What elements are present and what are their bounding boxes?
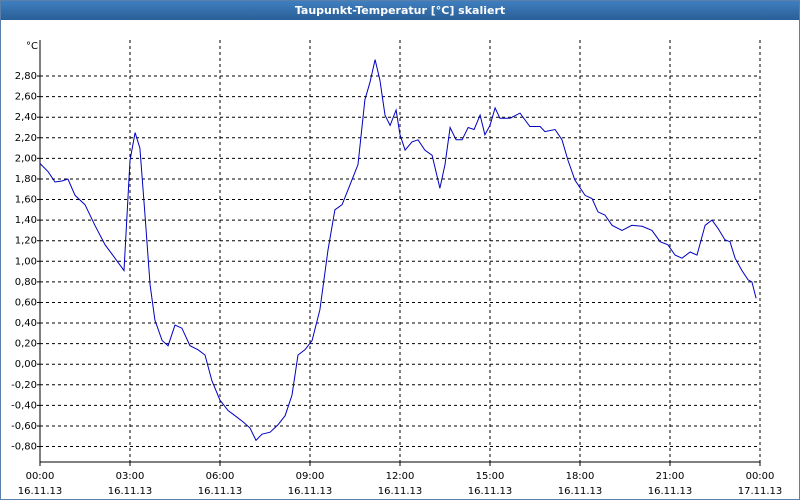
y-tick-label: -0,80	[11, 442, 37, 453]
y-tick-label: 0,60	[15, 297, 37, 308]
y-tick-label: 1,00	[15, 256, 37, 267]
x-tick-label: 21:00	[656, 471, 685, 482]
y-tick-label: 1,20	[15, 236, 37, 247]
y-tick-label: 1,60	[15, 195, 37, 206]
y-tick-label: 0,20	[15, 339, 37, 350]
y-tick-label: 2,00	[15, 153, 37, 164]
y-tick-label: -0,20	[11, 380, 37, 391]
x-tick-date: 16.11.13	[18, 486, 63, 497]
x-tick-date: 16.11.13	[468, 486, 513, 497]
x-tick-date: 16.11.13	[108, 486, 153, 497]
x-tick-label: 00:00	[26, 471, 55, 482]
y-tick-label: 2,60	[15, 92, 37, 103]
x-tick-date: 16.11.13	[378, 486, 423, 497]
y-tick-label: 0,00	[15, 359, 37, 370]
y-tick-label: 1,40	[15, 215, 37, 226]
y-unit: °C	[26, 41, 38, 52]
x-tick-label: 06:00	[206, 471, 235, 482]
x-tick-date: 16.11.13	[288, 486, 333, 497]
x-tick-label: 15:00	[476, 471, 505, 482]
chart-title: Taupunkt-Temperatur [°C] skaliert	[1, 1, 799, 20]
data-line	[39, 59, 757, 442]
y-tick-label: 0,40	[15, 318, 37, 329]
x-tick-label: 18:00	[566, 471, 595, 482]
y-tick-label: 1,80	[15, 174, 37, 185]
x-tick-date: 16.11.13	[558, 486, 603, 497]
y-tick-label: 2,40	[15, 112, 37, 123]
x-tick-label: 03:00	[116, 471, 145, 482]
x-tick-label: 12:00	[386, 471, 415, 482]
x-tick-date: 16.11.13	[648, 486, 693, 497]
y-tick-label: 2,80	[15, 71, 37, 82]
y-tick-label: -0,40	[11, 400, 37, 411]
y-tick-label: -0,60	[11, 421, 37, 432]
x-tick-date: 17.11.13	[738, 486, 783, 497]
y-tick-label: 0,80	[15, 277, 37, 288]
x-tick-label: 00:00	[746, 471, 775, 482]
x-tick-date: 16.11.13	[198, 486, 243, 497]
x-tick-label: 09:00	[296, 471, 325, 482]
y-tick-label: 2,20	[15, 133, 37, 144]
